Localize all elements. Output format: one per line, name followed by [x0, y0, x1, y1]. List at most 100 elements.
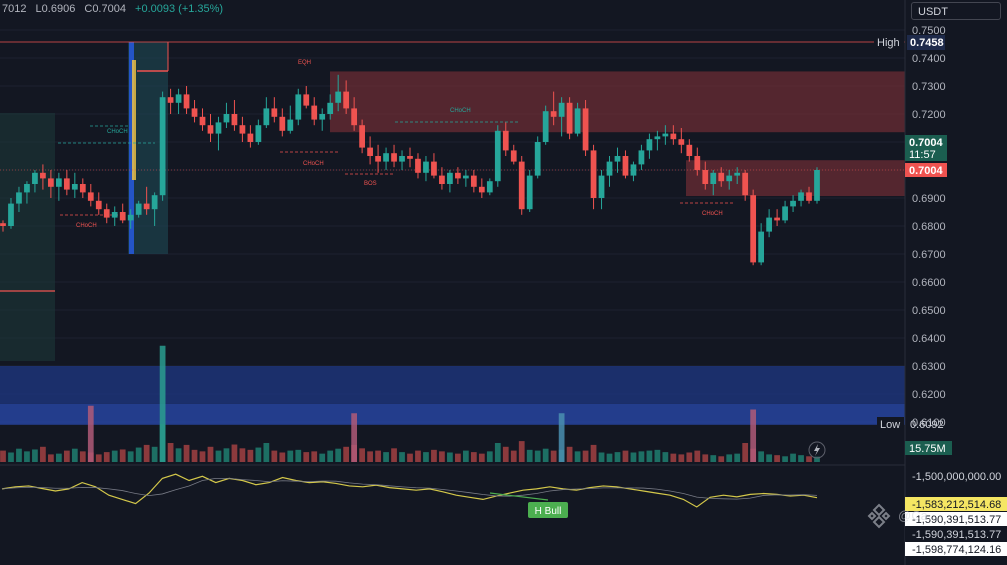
currency-selector[interactable]: USDT	[911, 2, 1001, 20]
candle[interactable]	[494, 125, 501, 187]
candle[interactable]	[750, 189, 757, 266]
candle[interactable]	[510, 144, 517, 165]
candle[interactable]	[199, 108, 206, 131]
candle[interactable]	[167, 88, 174, 114]
price-axis-ticks[interactable]: 0.75000.74000.73000.72000.71000.70000.69…	[912, 25, 946, 429]
candle[interactable]	[415, 153, 421, 179]
candle[interactable]	[103, 203, 110, 224]
candle[interactable]	[79, 178, 86, 198]
lightning-icon[interactable]	[814, 444, 820, 456]
candle[interactable]	[478, 178, 485, 198]
candle[interactable]	[95, 192, 102, 215]
candle[interactable]	[686, 139, 693, 162]
candle[interactable]	[32, 170, 38, 193]
candle[interactable]	[734, 167, 741, 184]
candle[interactable]	[319, 108, 326, 131]
candle[interactable]	[175, 88, 182, 114]
candle[interactable]	[239, 116, 246, 142]
candle[interactable]	[798, 189, 804, 207]
candle[interactable]	[399, 150, 405, 170]
candle[interactable]	[143, 186, 150, 215]
candle[interactable]	[0, 220, 6, 232]
candle[interactable]	[151, 192, 158, 226]
candle[interactable]	[159, 91, 166, 201]
candle[interactable]	[343, 80, 350, 114]
candle[interactable]	[782, 200, 788, 224]
candle[interactable]	[383, 147, 389, 170]
candle[interactable]	[614, 147, 621, 173]
candle[interactable]	[758, 223, 765, 266]
candle[interactable]	[670, 125, 677, 145]
candle[interactable]	[702, 161, 709, 190]
candle[interactable]	[55, 172, 62, 201]
candle[interactable]	[367, 136, 373, 165]
candle[interactable]	[694, 147, 701, 176]
candle[interactable]	[774, 209, 780, 226]
candle[interactable]	[87, 184, 94, 207]
candle[interactable]	[119, 203, 126, 224]
candle[interactable]	[191, 100, 198, 123]
candle[interactable]	[359, 119, 365, 154]
candle[interactable]	[526, 170, 533, 212]
candle[interactable]	[48, 170, 54, 198]
candle[interactable]	[558, 97, 565, 137]
candle[interactable]	[654, 130, 661, 151]
candle[interactable]	[726, 170, 733, 190]
candle[interactable]	[766, 209, 772, 238]
candle[interactable]	[622, 150, 629, 179]
candle[interactable]	[279, 108, 286, 137]
candle[interactable]	[814, 167, 820, 204]
candle[interactable]	[638, 144, 645, 170]
candle[interactable]	[606, 156, 613, 187]
candle[interactable]	[16, 186, 22, 212]
candle[interactable]	[598, 170, 605, 210]
candle[interactable]	[662, 125, 669, 145]
candle[interactable]	[183, 86, 190, 114]
candle[interactable]	[582, 100, 589, 156]
candle[interactable]	[263, 97, 270, 128]
candle[interactable]	[135, 200, 142, 218]
candle[interactable]	[423, 156, 429, 182]
candle[interactable]	[303, 86, 310, 109]
candle[interactable]	[71, 172, 78, 198]
candle[interactable]	[502, 122, 509, 156]
candle[interactable]	[351, 97, 358, 131]
candle[interactable]	[550, 91, 557, 126]
candle[interactable]	[542, 105, 549, 145]
candle[interactable]	[447, 170, 453, 193]
candle[interactable]	[718, 167, 725, 187]
candle[interactable]	[127, 209, 134, 229]
candle[interactable]	[646, 133, 653, 159]
candle[interactable]	[8, 198, 14, 229]
candle[interactable]	[470, 170, 477, 193]
candle[interactable]	[215, 116, 222, 151]
candle[interactable]	[518, 156, 525, 215]
candle[interactable]	[574, 102, 581, 137]
candle[interactable]	[63, 170, 70, 196]
candle[interactable]	[790, 195, 796, 212]
candle[interactable]	[439, 167, 445, 190]
candle[interactable]	[287, 105, 294, 134]
candle[interactable]	[742, 170, 749, 201]
candle[interactable]	[486, 178, 493, 196]
candle[interactable]	[407, 147, 413, 168]
candle[interactable]	[255, 119, 262, 145]
candle[interactable]	[534, 136, 541, 179]
candle[interactable]	[462, 170, 469, 187]
candle[interactable]	[311, 97, 318, 126]
candle[interactable]	[630, 161, 637, 182]
candle[interactable]	[271, 97, 278, 123]
lightning-icon-ring[interactable]	[808, 441, 826, 459]
candle[interactable]	[678, 128, 685, 154]
candle[interactable]	[40, 164, 46, 190]
candle[interactable]	[566, 97, 573, 140]
candle[interactable]	[391, 144, 397, 168]
candle[interactable]	[455, 167, 461, 184]
candle[interactable]	[590, 144, 597, 210]
candle[interactable]	[335, 74, 342, 112]
candle[interactable]	[806, 186, 812, 204]
candle[interactable]	[231, 100, 238, 131]
candle[interactable]	[247, 125, 254, 148]
